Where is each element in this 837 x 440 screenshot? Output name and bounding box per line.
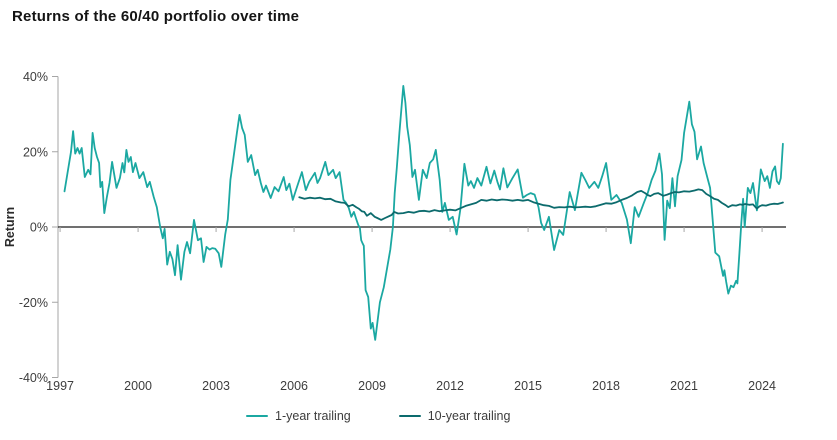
x-tick-label: 2021 (670, 379, 698, 393)
legend-label: 1-year trailing (275, 409, 351, 423)
y-tick-label: 40% (23, 70, 48, 84)
y-tick-label: -40% (19, 371, 48, 385)
returns-chart: 40% 20% 0% -20% -40%1997 2000 2003 2006 2009 2012… (19, 70, 786, 393)
page-title: Returns of the 60/40 portfolio over time (12, 8, 300, 25)
1-year-line-swatch (246, 415, 268, 417)
10-year-line-swatch (398, 415, 421, 417)
x-tick-label: 1997 (46, 379, 74, 393)
series-line-10-year-trailing (298, 188, 784, 221)
y-tick-label: 0% (30, 221, 48, 235)
legend-label: 10-year trailing (427, 409, 511, 423)
y-tick-label: 20% (23, 145, 48, 159)
legend: 1-year trailing 10-year trailing (246, 409, 510, 423)
x-tick-label: 2024 (748, 379, 776, 393)
x-tick-label: 2012 (436, 379, 464, 393)
x-tick-label: 2009 (358, 379, 386, 393)
x-tick-label: 2003 (202, 379, 230, 393)
x-tick-label: 2000 (124, 379, 152, 393)
x-tick-label: 2018 (592, 379, 620, 393)
x-tick-label: 2015 (514, 379, 542, 393)
legend-item-1-year: 1-year trailing (246, 409, 351, 423)
legend-item-10-year: 10-year trailing (398, 409, 511, 423)
series-line-1-year-trailing (63, 85, 784, 341)
x-tick-label: 2006 (280, 379, 308, 393)
y-tick-label: -20% (19, 296, 48, 310)
